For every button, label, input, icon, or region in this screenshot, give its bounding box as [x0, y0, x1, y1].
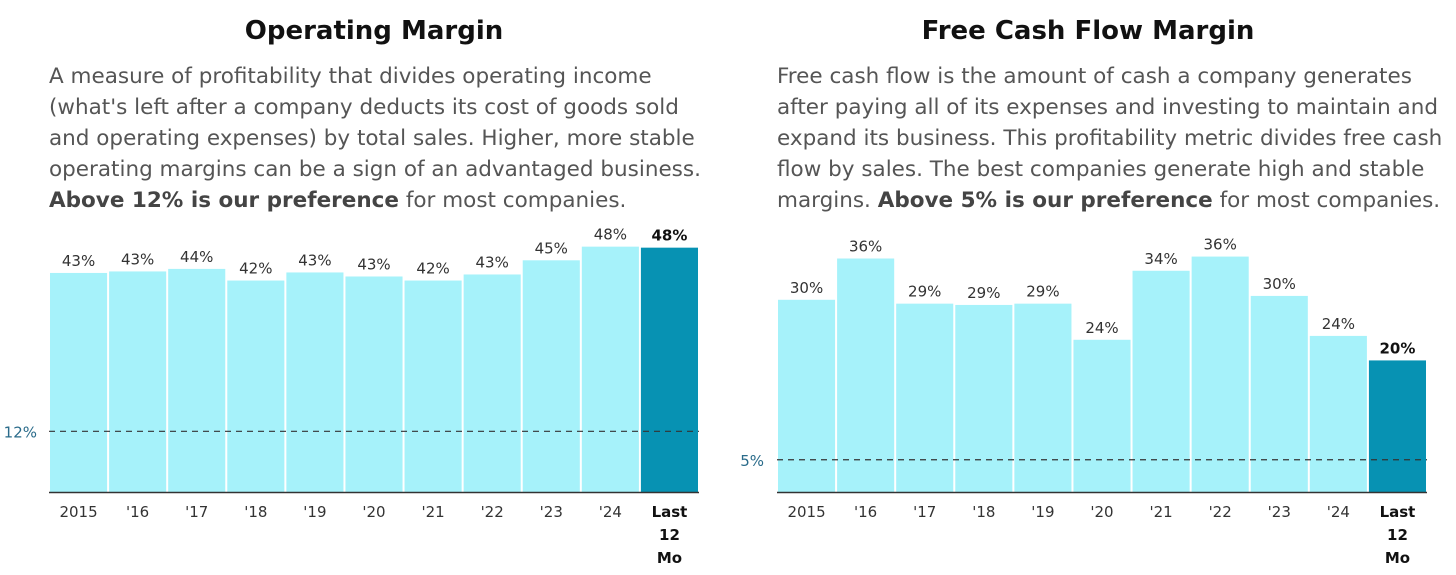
- x-tick-label: '23: [1268, 503, 1291, 521]
- description-emphasis: Above 5% is our preference: [877, 188, 1213, 213]
- x-tick-label: 2015: [59, 503, 97, 521]
- bar: [463, 274, 521, 492]
- bar: [1368, 360, 1426, 492]
- x-tick-label: '20: [362, 503, 385, 521]
- x-tick-label: '22: [1209, 503, 1232, 521]
- chart-description: Free cash flow is the amount of cash a c…: [777, 61, 1449, 216]
- bar: [640, 247, 698, 492]
- x-tick-label: '21: [421, 503, 444, 521]
- operating-margin-chart: 43% 2015 43% '16 44% '17 42% '18 43% '19 43% '20 42%…: [4, 226, 699, 567]
- bar: [1309, 335, 1367, 492]
- chart-description: A measure of profitability that divides …: [49, 61, 721, 216]
- data-label: 43%: [62, 252, 95, 270]
- description-tail: for most companies.: [398, 188, 627, 213]
- data-label: 48%: [652, 227, 688, 245]
- x-tick-label: '20: [1090, 503, 1113, 521]
- data-label: 34%: [1144, 250, 1177, 268]
- x-tick-label: '24: [1327, 503, 1350, 521]
- data-label: 43%: [121, 250, 154, 268]
- bar: [345, 276, 403, 492]
- fcf-margin-chart: 30% 2015 36% '16 29% '17 29% '18 29% '19 24% '20 34%…: [740, 236, 1427, 567]
- x-tick-label: '16: [854, 503, 877, 521]
- x-tick-label: '21: [1149, 503, 1172, 521]
- x-tick-label: '18: [972, 503, 995, 521]
- bar: [1250, 295, 1308, 492]
- bar: [581, 246, 639, 492]
- bar: [286, 272, 344, 492]
- x-tick-label: '22: [481, 503, 504, 521]
- data-label: 30%: [790, 279, 823, 297]
- bar: [522, 260, 580, 492]
- fcf-margin-panel: Free Cash Flow Margin Free cash flow is …: [728, 0, 1456, 575]
- x-tick-label: '16: [126, 503, 149, 521]
- data-label: 48%: [594, 226, 627, 244]
- data-label: 24%: [1085, 319, 1118, 337]
- data-label: 29%: [1026, 283, 1059, 301]
- data-label: 30%: [1263, 275, 1296, 293]
- data-label: 36%: [1204, 236, 1237, 254]
- description-emphasis: Above 12% is our preference: [49, 188, 399, 213]
- bar: [837, 258, 895, 492]
- bar: [1191, 256, 1249, 492]
- x-tick-label: '17: [185, 503, 208, 521]
- description-text: A measure of profitability that divides …: [49, 64, 701, 182]
- bar: [1014, 303, 1072, 492]
- bar: [404, 280, 462, 492]
- x-tick-label: '24: [599, 503, 622, 521]
- data-label: 45%: [535, 239, 568, 257]
- description-text: Free cash flow is the amount of cash a c…: [777, 64, 1443, 213]
- x-tick-label: '17: [913, 503, 936, 521]
- x-tick-label: '18: [244, 503, 267, 521]
- chart-title: Operating Margin: [244, 16, 504, 46]
- x-tick-label: '19: [303, 503, 326, 521]
- description-tail: for most companies.: [1212, 188, 1441, 213]
- data-label: 24%: [1322, 315, 1355, 333]
- data-label: 44%: [180, 248, 213, 266]
- bar: [778, 299, 836, 492]
- x-tick-label: Last 12 Mo: [1380, 503, 1416, 567]
- bar: [109, 271, 167, 492]
- bar: [50, 272, 108, 492]
- bar: [168, 268, 226, 492]
- data-label: 43%: [357, 255, 390, 273]
- threshold-label: 5%: [740, 452, 764, 470]
- data-label: 29%: [967, 284, 1000, 302]
- bar: [896, 303, 954, 492]
- operating-margin-panel: Operating Margin A measure of profitabil…: [4, 16, 721, 567]
- x-tick-label: Last 12 Mo: [652, 503, 688, 567]
- data-label: 43%: [298, 251, 331, 269]
- data-label: 42%: [239, 260, 272, 278]
- chart-title: Free Cash Flow Margin: [921, 16, 1255, 46]
- bar: [1073, 339, 1131, 492]
- data-label: 29%: [908, 283, 941, 301]
- x-tick-label: 2015: [787, 503, 825, 521]
- x-tick-label: '23: [540, 503, 563, 521]
- bar: [227, 280, 285, 492]
- x-tick-label: '19: [1031, 503, 1054, 521]
- bar: [1132, 270, 1190, 492]
- data-label: 42%: [416, 260, 449, 278]
- data-label: 20%: [1380, 339, 1416, 357]
- data-label: 36%: [849, 238, 882, 256]
- bar: [955, 304, 1013, 492]
- threshold-label: 12%: [4, 423, 37, 441]
- data-label: 43%: [476, 253, 509, 271]
